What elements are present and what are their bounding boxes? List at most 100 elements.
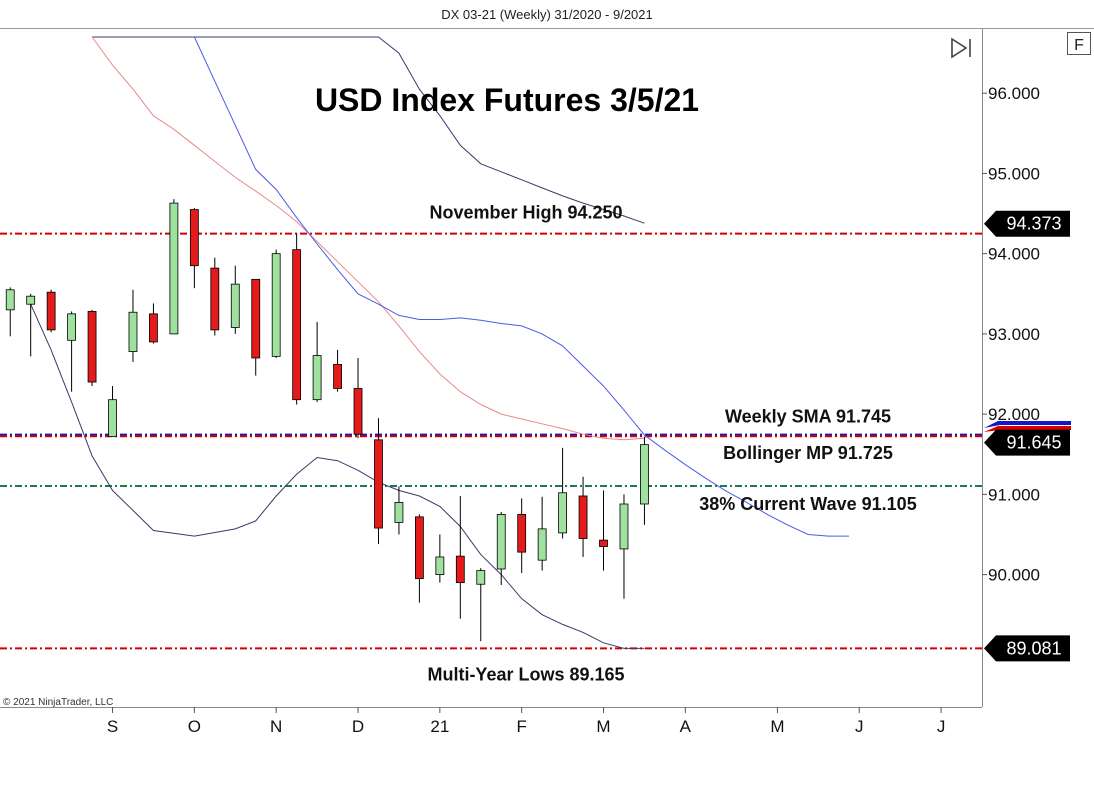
bollinger-upper-line — [92, 36, 645, 224]
candle-body-up — [476, 570, 486, 585]
sma-price-accent — [984, 421, 1071, 428]
candle-26 — [537, 496, 547, 571]
copyright-text: © 2021 NinjaTrader, LLC — [3, 697, 113, 708]
candle-10 — [210, 257, 220, 336]
y-tick-label: 91.000 — [988, 485, 1040, 504]
horizontal-lines — [0, 232, 982, 650]
candle-body-up — [67, 313, 77, 341]
f-button-label: F — [1074, 37, 1084, 54]
candle-body-up — [230, 283, 240, 328]
play-to-end-icon[interactable] — [951, 37, 971, 59]
candle-18 — [374, 418, 383, 545]
candle-8 — [169, 199, 179, 335]
candlesticks — [5, 199, 649, 642]
candle-body-up — [558, 492, 568, 534]
indicator-lines — [30, 36, 849, 649]
candle-body-down — [517, 514, 527, 553]
x-tick-label: M — [596, 717, 610, 736]
price-marker-box — [984, 429, 1070, 456]
candle-body-up — [26, 295, 36, 305]
candle-body-down — [455, 555, 465, 584]
candle-28 — [578, 476, 588, 557]
candle-29 — [599, 490, 608, 571]
candle-31 — [640, 436, 649, 525]
price-marker-box — [984, 635, 1070, 662]
candle-0 — [5, 287, 15, 337]
candle-4 — [87, 309, 97, 387]
price-marker-box — [984, 210, 1070, 237]
candle-body-down — [414, 516, 424, 580]
candle-body-down — [149, 313, 158, 343]
candle-body-up — [435, 556, 445, 576]
line-label-1: Weekly SMA 91.745 — [725, 407, 891, 427]
time-axis: S O N D 21 F M A M J J — [107, 707, 945, 736]
candle-body-down — [87, 311, 97, 383]
price-markers: 94.373 91.645 89.081 — [984, 210, 1071, 662]
candle-body-down — [578, 495, 588, 539]
x-tick-label: O — [188, 717, 201, 736]
candle-30 — [619, 494, 629, 599]
candle-16 — [333, 349, 342, 392]
x-tick-label: M — [770, 717, 784, 736]
candle-12 — [251, 278, 261, 376]
candle-body-down — [599, 539, 608, 547]
line-label-2: Bollinger MP 91.725 — [723, 443, 893, 463]
price-marker-label: 89.081 — [1006, 638, 1061, 658]
y-tick-label: 94.000 — [988, 245, 1040, 264]
sma-line — [193, 36, 849, 537]
price-marker-0: 94.373 — [984, 210, 1070, 237]
candle-body-up — [5, 289, 15, 311]
candle-19 — [394, 486, 404, 535]
candle-20 — [414, 514, 424, 603]
candle-17 — [353, 357, 363, 439]
y-tick-label: 93.000 — [988, 325, 1040, 344]
candle-3 — [67, 311, 77, 392]
line-labels: November High 94.250 Weekly SMA 91.745 Bol… — [427, 203, 916, 685]
x-tick-label: D — [352, 717, 364, 736]
bollinger-lower-line — [30, 303, 645, 649]
line-label-0: November High 94.250 — [429, 203, 622, 223]
chart-title: USD Index Futures 3/5/21 — [315, 82, 699, 118]
candle-body-up — [496, 514, 506, 570]
candle-body-up — [312, 355, 322, 401]
x-tick-label: A — [680, 717, 692, 736]
candle-body-down — [46, 291, 56, 331]
line-label-4: Multi-Year Lows 89.165 — [427, 664, 624, 684]
candle-body-down — [333, 363, 342, 389]
price-marker-label: 94.373 — [1006, 214, 1061, 234]
candle-11 — [230, 265, 240, 334]
candle-9 — [189, 207, 199, 289]
price-marker-2: 89.081 — [984, 635, 1070, 662]
x-tick-label: S — [107, 717, 118, 736]
candle-13 — [271, 249, 281, 358]
candle-body-up — [619, 503, 629, 550]
candle-24 — [496, 512, 506, 586]
candle-2 — [46, 289, 56, 333]
candle-body-up — [271, 253, 281, 357]
candle-body-down — [210, 267, 220, 331]
y-tick-label: 92.000 — [988, 405, 1040, 424]
candle-body-up — [128, 311, 138, 352]
candle-27 — [558, 447, 568, 539]
y-tick-label: 90.000 — [988, 566, 1040, 585]
candle-body-up — [108, 399, 117, 438]
candle-body-up — [640, 444, 649, 505]
bollinger-mid-line — [91, 36, 645, 441]
x-tick-label: 21 — [430, 717, 449, 736]
f-button[interactable]: F — [1067, 32, 1091, 55]
candle-15 — [312, 321, 322, 403]
price-marker-label: 91.645 — [1006, 433, 1061, 453]
x-tick-label: N — [270, 717, 282, 736]
candle-body-up — [169, 202, 179, 335]
candle-body-down — [374, 439, 383, 529]
y-tick-label: 96.000 — [988, 84, 1040, 103]
chart-header-title: DX 03-21 (Weekly) 31/2020 - 9/2021 — [441, 7, 653, 22]
candle-5 — [108, 386, 117, 438]
candle-1 — [26, 293, 36, 357]
line-label-3: 38% Current Wave 91.105 — [699, 494, 916, 514]
candle-23 — [476, 568, 486, 642]
x-tick-label: J — [937, 717, 946, 736]
y-tick-label: 95.000 — [988, 164, 1040, 183]
price-axis: 96.000 95.000 94.000 93.000 92.000 91.000 90.0… — [982, 84, 1040, 585]
